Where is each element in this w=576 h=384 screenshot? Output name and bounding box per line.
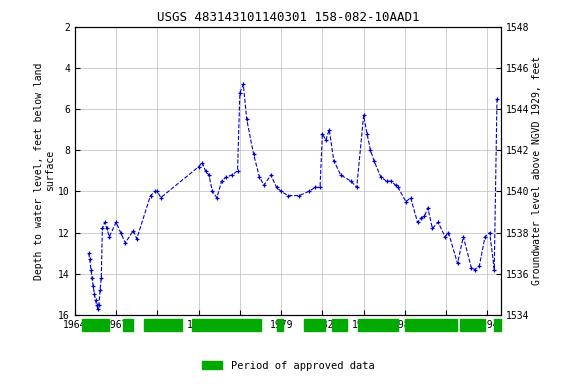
Bar (277, 319, 282, 331)
Bar (405, 319, 457, 331)
Bar (460, 319, 484, 331)
Bar (192, 319, 260, 331)
Bar (82, 319, 109, 331)
Bar (143, 319, 182, 331)
Bar (332, 319, 347, 331)
Bar (494, 319, 501, 331)
Bar (123, 319, 132, 331)
Bar (358, 319, 398, 331)
Title: USGS 483143101140301 158-082-10AAD1: USGS 483143101140301 158-082-10AAD1 (157, 11, 419, 24)
Bar (305, 319, 325, 331)
Y-axis label: Depth to water level, feet below land
surface: Depth to water level, feet below land su… (34, 62, 55, 280)
Legend: Period of approved data: Period of approved data (198, 357, 378, 375)
Y-axis label: Groundwater level above NGVD 1929, feet: Groundwater level above NGVD 1929, feet (532, 56, 542, 285)
